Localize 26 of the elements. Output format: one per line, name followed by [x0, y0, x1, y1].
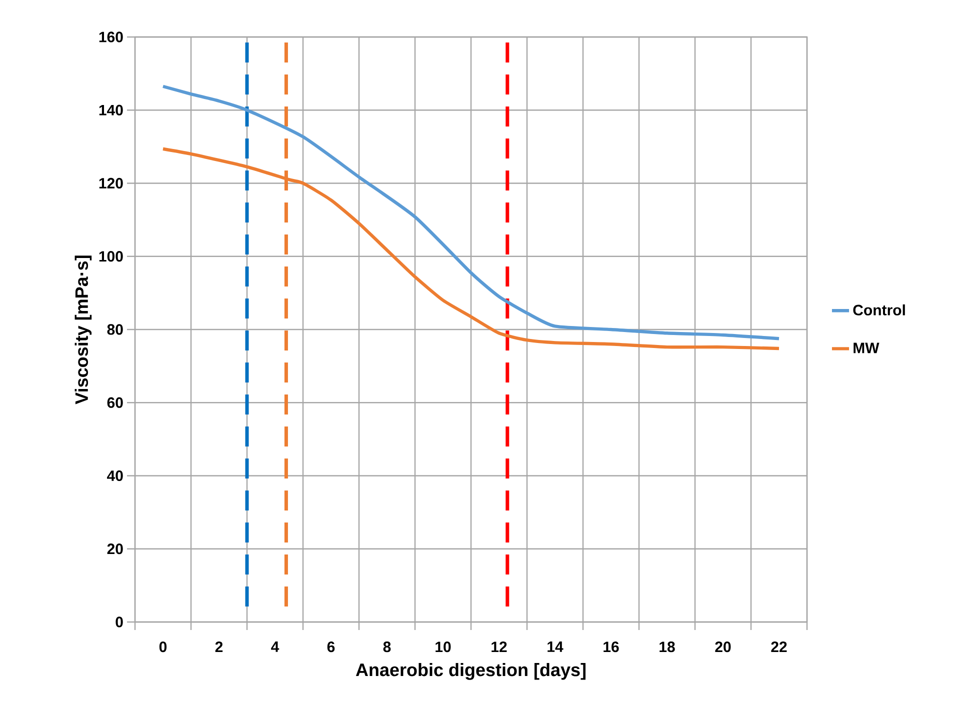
- y-tick-label: 60: [107, 397, 123, 408]
- y-axis-title: Viscosity [mPa·s]: [74, 256, 92, 404]
- legend-label: Control: [853, 304, 905, 316]
- line-series: [161, 84, 781, 340]
- x-tick-label: 12: [492, 642, 507, 652]
- y-tick-label: 80: [107, 324, 123, 335]
- x-axis-title: Anaerobic digestion [days]: [356, 663, 586, 680]
- y-tick-label: 40: [107, 470, 123, 482]
- x-tick-label: 18: [660, 642, 675, 652]
- x-tick-label: 8: [383, 642, 391, 652]
- y-tick-label: 0: [116, 616, 123, 628]
- x-tick-label: 16: [604, 642, 619, 652]
- y-tick-label: 140: [99, 104, 123, 116]
- y-tick-label: 120: [99, 178, 123, 189]
- y-tick-label: 20: [107, 544, 123, 554]
- x-tick-label: 10: [436, 642, 451, 652]
- y-tick-label: 100: [99, 251, 123, 262]
- x-tick-label: 0: [159, 642, 167, 652]
- legend-label: MW: [854, 342, 880, 354]
- x-tick-label: 22: [771, 642, 787, 652]
- x-tick-label: 20: [715, 642, 731, 652]
- x-tick-label: 14: [548, 642, 564, 652]
- x-tick-label: 4: [271, 642, 280, 652]
- x-tick-label: 6: [327, 642, 335, 652]
- x-tick-label: 2: [215, 642, 223, 652]
- y-tick-label: 160: [99, 32, 123, 42]
